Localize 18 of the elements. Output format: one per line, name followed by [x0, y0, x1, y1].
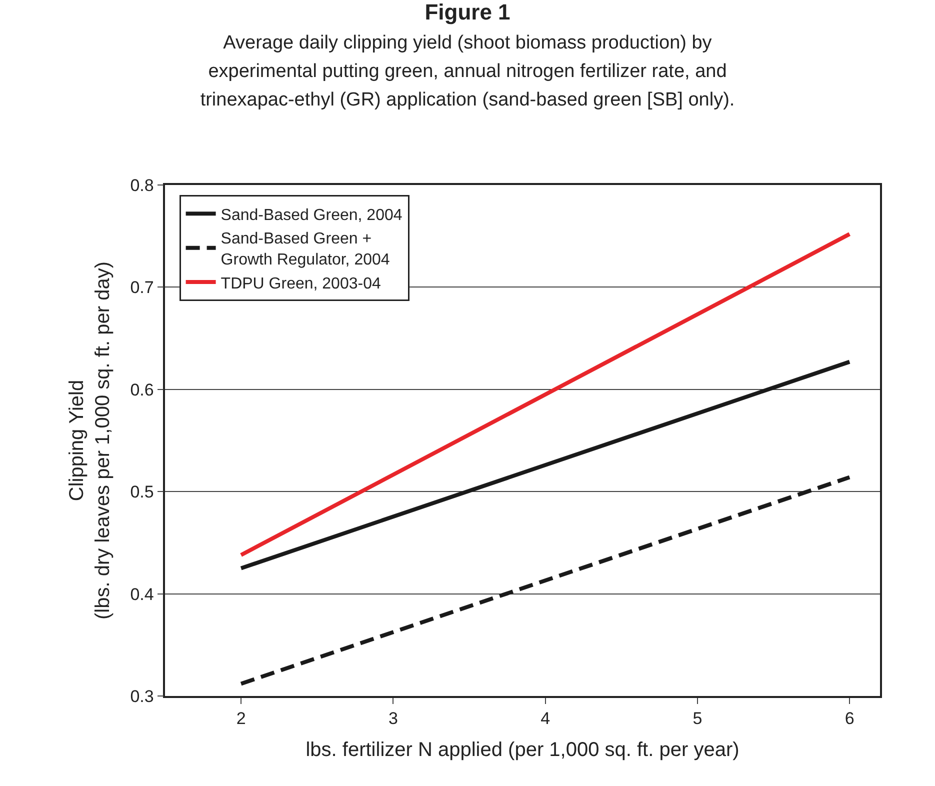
- x-tick-label: 4: [540, 709, 550, 728]
- x-axis-title: lbs. fertilizer N applied (per 1,000 sq. ft. per year): [306, 739, 740, 762]
- y-tick-label: 0.5: [130, 482, 154, 502]
- y-tick-label: 0.3: [130, 686, 154, 706]
- x-tick-label: 5: [692, 709, 702, 728]
- y-axis-title: Clipping Yield (lbs. dry leaves per 1,000 sq. ft. per day): [66, 262, 114, 620]
- y-tick-label: 0.4: [130, 584, 154, 604]
- chart-subtitle: Average daily clipping yield (shoot biomass production) by experimental putting green, annual nitrogen fertilizer rate, and trinexapac-ethyl (GR) application (sand-based green [SB] only).: [200, 32, 735, 110]
- legend-label: Sand-Based Green + Growth Regulator, 2004: [220, 230, 390, 268]
- x-tick-label: 2: [236, 709, 246, 728]
- y-tick-label: 0.7: [130, 278, 154, 298]
- x-tick-label: 6: [844, 709, 854, 728]
- x-tick-label: 3: [388, 709, 398, 728]
- chart-title: Figure 1: [424, 0, 510, 25]
- legend-label: Sand-Based Green, 2004: [220, 206, 402, 224]
- y-tick-label: 0.8: [130, 176, 154, 195]
- legend-label: TDPU Green, 2003-04: [220, 275, 381, 292]
- y-tick-label: 0.6: [130, 380, 154, 400]
